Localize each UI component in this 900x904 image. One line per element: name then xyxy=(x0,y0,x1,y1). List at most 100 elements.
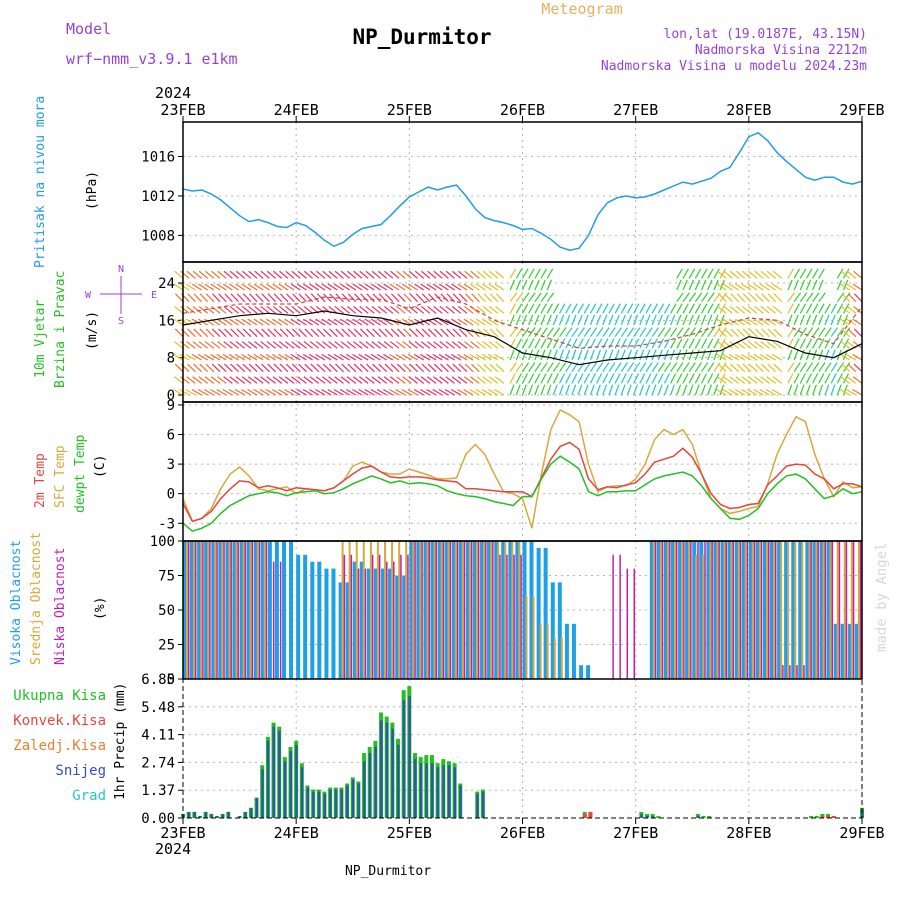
wind-barb xyxy=(333,318,344,326)
cloud-mid-bar xyxy=(454,541,457,679)
cloud-high-bar xyxy=(798,541,803,679)
wind-barb xyxy=(303,376,313,384)
wind-barb xyxy=(676,292,684,303)
wind-barb xyxy=(559,373,566,384)
wind-barb xyxy=(335,363,344,373)
wind-barb xyxy=(197,353,208,361)
wind-barb xyxy=(180,305,190,314)
wind-barb xyxy=(707,384,713,396)
cloud-high-bar xyxy=(359,561,364,679)
cloud-low-bar xyxy=(612,554,614,679)
wind-barb xyxy=(272,353,283,361)
wind-barb xyxy=(626,338,634,349)
cloud-mid-bar xyxy=(539,623,542,679)
wind-barb xyxy=(558,349,565,361)
cloud-low-bar xyxy=(463,541,466,679)
wind-barb xyxy=(663,338,671,349)
model-name: wrf−nmm_v3.9.1 e1km xyxy=(66,50,238,68)
wind-barb xyxy=(173,353,184,361)
cloud-low-bar xyxy=(456,541,459,679)
wind-barb xyxy=(427,305,437,314)
wind-barb xyxy=(469,318,480,326)
wind-barb xyxy=(651,338,658,349)
wind-barb xyxy=(335,293,344,303)
wind-barb xyxy=(565,338,572,349)
wind-barb xyxy=(521,279,528,291)
cloud-high-bar xyxy=(197,541,202,679)
wind-barb xyxy=(639,349,645,361)
wind-barb xyxy=(688,373,695,384)
wind-barb xyxy=(651,362,659,373)
wind-barb xyxy=(824,373,831,384)
cloud-low-bar xyxy=(683,541,685,679)
wind-barb xyxy=(842,338,850,349)
wind-barb xyxy=(521,303,529,314)
wind-barb xyxy=(199,328,209,338)
cloud-mid-bar xyxy=(709,541,712,679)
wind-barb xyxy=(272,376,283,384)
wind-barb xyxy=(432,318,443,326)
wind-barb xyxy=(620,303,628,314)
cloud-low-bar xyxy=(633,568,636,679)
cloud-high-bar xyxy=(854,623,859,679)
wind-barb xyxy=(445,376,455,384)
wind-barb xyxy=(247,283,258,291)
wind-barb xyxy=(728,283,739,291)
top-day-label: 29FEB xyxy=(839,101,884,119)
wind-barb xyxy=(273,328,283,338)
wind-barb xyxy=(812,268,819,279)
wind-barb xyxy=(841,293,851,303)
wind-barb xyxy=(773,328,783,338)
cloud-low-bar xyxy=(767,541,770,679)
cloud-mid-bar xyxy=(384,541,387,679)
wind-barb xyxy=(596,373,603,384)
wind-barb xyxy=(639,373,646,384)
wind-barb xyxy=(458,270,468,279)
wind-barb xyxy=(421,328,431,338)
wind-barb xyxy=(463,376,474,384)
wind-barb xyxy=(818,349,824,361)
wind-barb xyxy=(291,341,301,349)
precip-total-bar xyxy=(707,815,712,818)
wind-barb xyxy=(688,349,694,361)
cloud-low-bar xyxy=(675,541,678,679)
y-tick-label: 24 xyxy=(158,276,175,292)
wind-barb xyxy=(420,376,431,384)
y-tick-label: 25 xyxy=(158,638,175,654)
wind-barb xyxy=(818,279,824,291)
wind-barb xyxy=(713,303,720,314)
wind-barb xyxy=(457,318,468,326)
wind-barb xyxy=(799,303,807,314)
wind-barb xyxy=(235,341,246,349)
cloud-low-bar xyxy=(803,665,805,679)
cloud-mid-bar xyxy=(214,541,217,679)
cloud-high-bar xyxy=(571,623,576,679)
wind-barb xyxy=(179,283,190,291)
wind-barb xyxy=(571,349,577,361)
cloud-high-bar xyxy=(494,541,499,679)
wind-barb xyxy=(772,376,783,384)
wind-barb xyxy=(639,303,646,314)
wind-barb xyxy=(682,384,688,396)
wind-barb xyxy=(359,341,369,349)
wind-barb xyxy=(760,376,770,384)
wind-barb xyxy=(358,353,369,361)
cloud-high-bar xyxy=(239,541,244,679)
wind-barb xyxy=(682,338,689,349)
wind-barb xyxy=(521,373,529,384)
wind-barb xyxy=(742,270,752,279)
wind-barb xyxy=(694,384,700,396)
wind-barb xyxy=(271,388,283,396)
cloud-low-bar xyxy=(371,554,374,679)
wind-barb xyxy=(451,305,462,314)
wind-barb xyxy=(571,327,579,338)
wind-barb xyxy=(772,353,783,361)
wind-barb xyxy=(242,270,252,279)
wind-barb xyxy=(413,388,425,396)
cloud-high-bar xyxy=(480,541,485,679)
cloud-low-bar xyxy=(393,561,395,679)
wind-barb xyxy=(438,283,449,291)
wind-barb xyxy=(645,349,651,361)
wind-barb xyxy=(222,318,233,326)
wind-barb xyxy=(583,373,590,384)
